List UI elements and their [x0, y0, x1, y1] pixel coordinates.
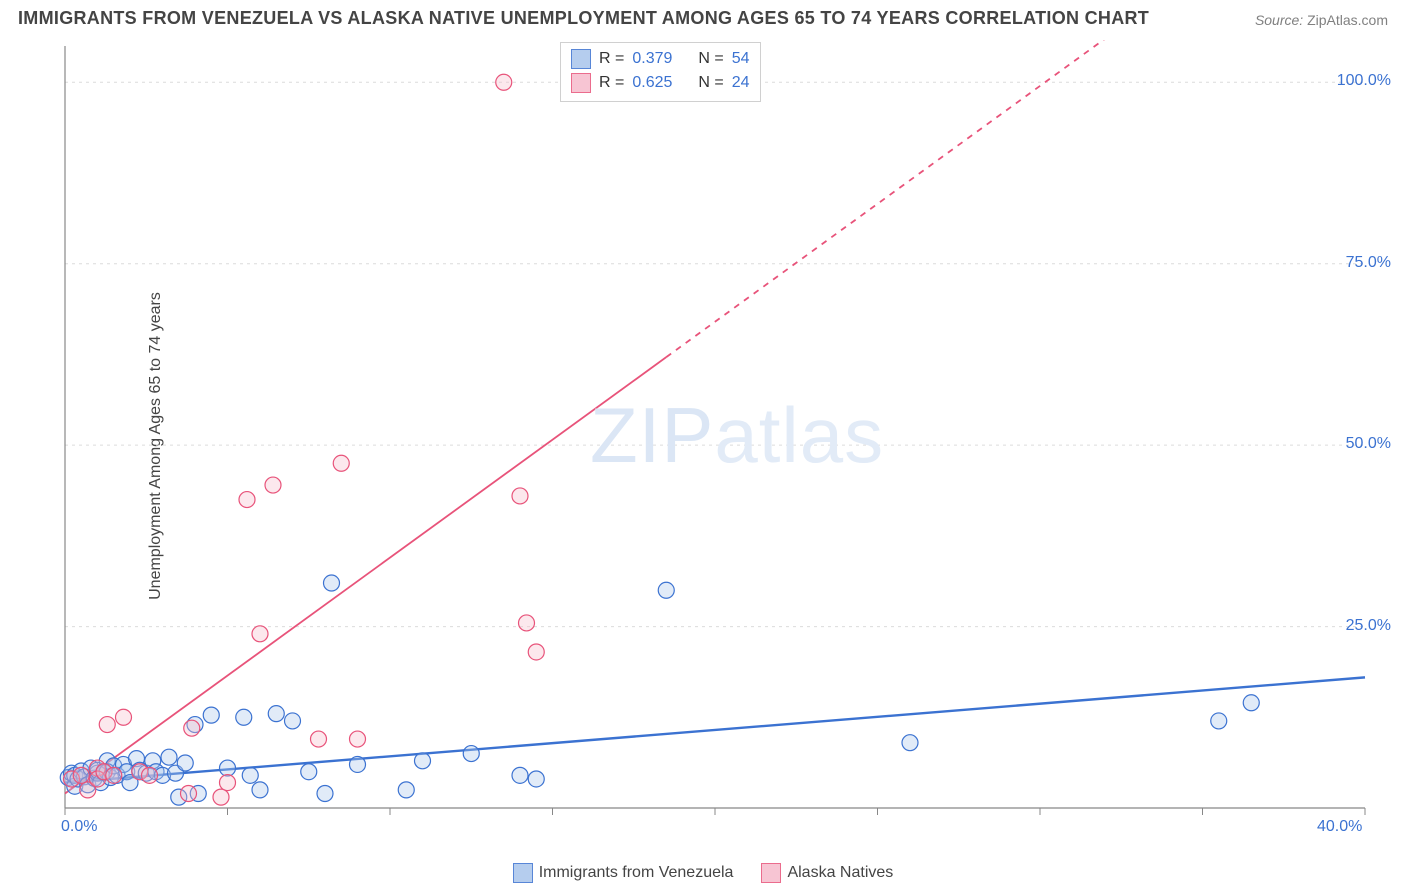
legend-swatch [513, 863, 533, 883]
scatter-chart [50, 40, 1390, 830]
n-label: N = [698, 47, 723, 71]
r-value: 0.625 [632, 71, 672, 95]
legend-swatch [761, 863, 781, 883]
r-label: R = [599, 71, 624, 95]
r-label: R = [599, 47, 624, 71]
chart-title: IMMIGRANTS FROM VENEZUELA VS ALASKA NATI… [18, 8, 1149, 29]
legend-swatch [571, 49, 591, 69]
chart-source: Source: ZipAtlas.com [1255, 12, 1388, 28]
y-tick-label: 50.0% [1346, 435, 1391, 453]
y-tick-label: 100.0% [1337, 72, 1391, 90]
source-label: Source: [1255, 12, 1303, 28]
r-value: 0.379 [632, 47, 672, 71]
legend-series-item: Alaska Natives [761, 863, 893, 883]
series-legend: Immigrants from Venezuela Alaska Natives [0, 863, 1406, 888]
legend-series-label: Alaska Natives [787, 864, 893, 882]
x-tick-label: 0.0% [61, 818, 97, 836]
n-value: 54 [732, 47, 750, 71]
y-tick-label: 25.0% [1346, 617, 1391, 635]
legend-series-item: Immigrants from Venezuela [513, 863, 734, 883]
legend-swatch [571, 73, 591, 93]
legend-correlation-row: R = 0.379 N = 54 [571, 47, 750, 71]
n-label: N = [698, 71, 723, 95]
correlation-legend: R = 0.379 N = 54 R = 0.625 N = 24 [560, 42, 761, 102]
n-value: 24 [732, 71, 750, 95]
legend-correlation-row: R = 0.625 N = 24 [571, 71, 750, 95]
source-value: ZipAtlas.com [1307, 12, 1388, 28]
legend-series-label: Immigrants from Venezuela [539, 864, 734, 882]
x-tick-label: 40.0% [1317, 818, 1362, 836]
chart-area [50, 40, 1390, 830]
y-tick-label: 75.0% [1346, 254, 1391, 272]
